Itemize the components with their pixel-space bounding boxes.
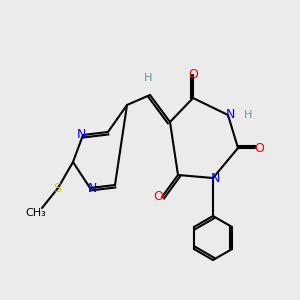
Text: O: O	[188, 68, 198, 82]
Text: N: N	[225, 109, 235, 122]
Text: O: O	[153, 190, 163, 203]
Text: N: N	[87, 182, 97, 194]
Text: CH₃: CH₃	[26, 208, 46, 218]
Text: N: N	[210, 172, 220, 184]
Text: S: S	[53, 182, 61, 194]
Text: N: N	[76, 128, 86, 142]
Text: H: H	[144, 73, 152, 83]
Text: H: H	[244, 110, 252, 120]
Text: O: O	[254, 142, 264, 154]
